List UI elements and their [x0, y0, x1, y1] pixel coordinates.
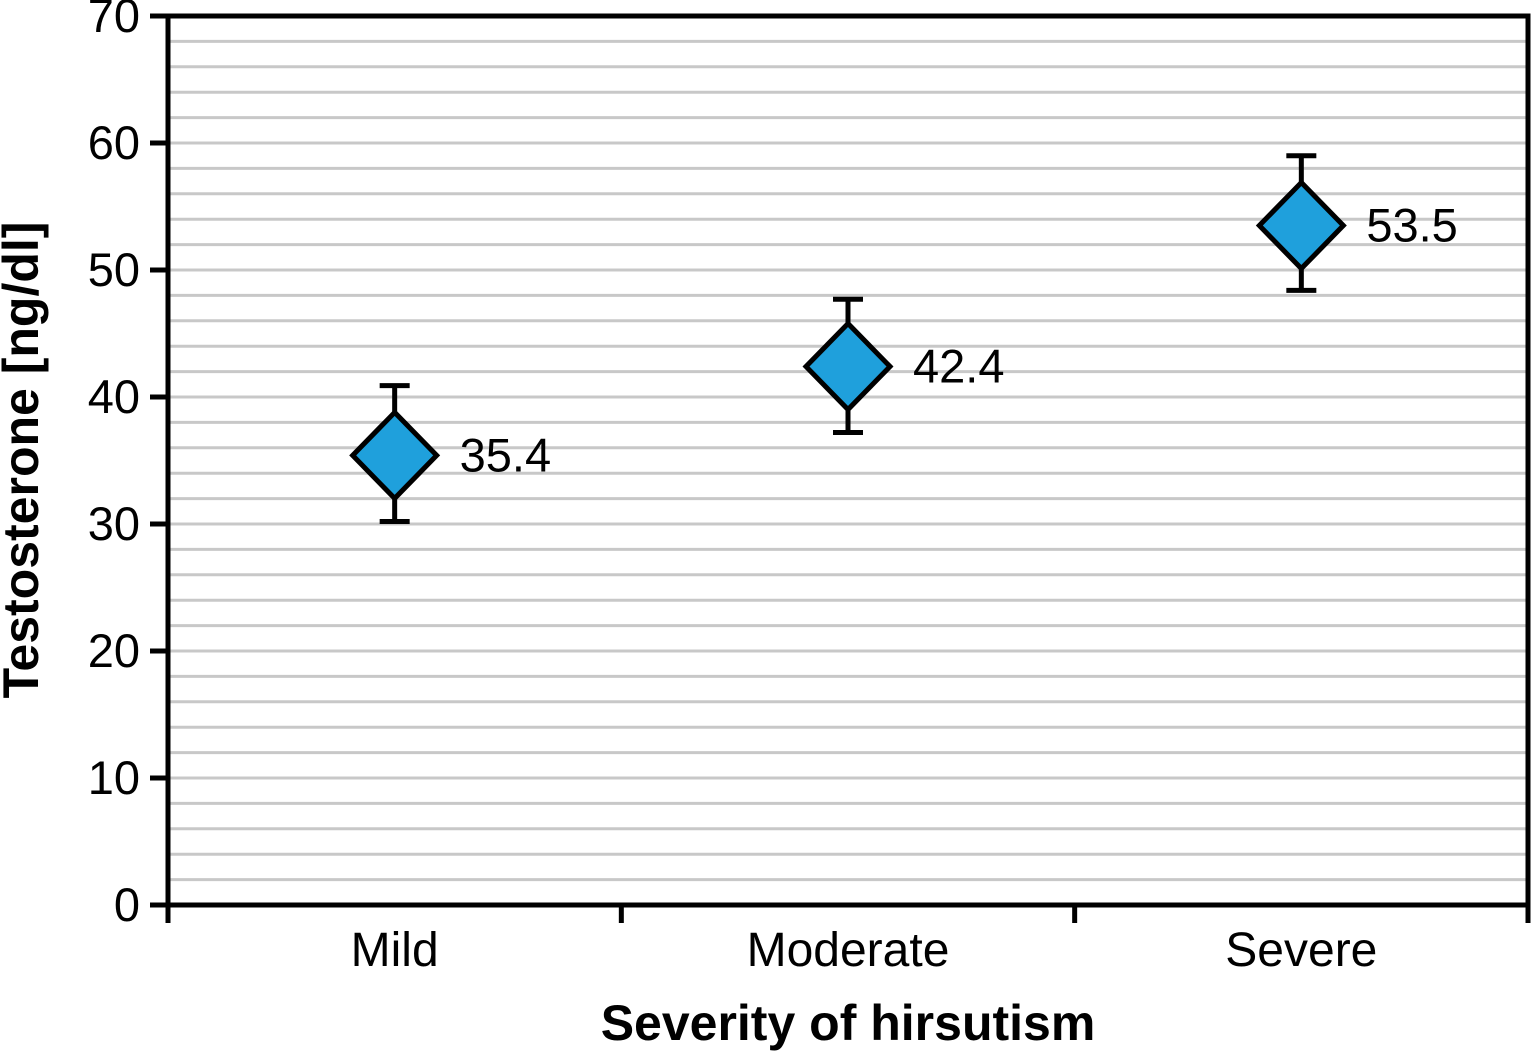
- data-point-marker: [349, 408, 441, 502]
- y-tick-label: 70: [88, 0, 140, 42]
- data-point-label: 35.4: [460, 428, 551, 481]
- plot-border: [165, 13, 1531, 908]
- y-tick-label: 40: [88, 370, 140, 423]
- y-tick-label: 20: [88, 624, 140, 677]
- y-tick-label: 10: [88, 751, 140, 804]
- y-tick-label: 50: [88, 243, 140, 296]
- x-axis-title: Severity of hirsutism: [601, 995, 1096, 1051]
- y-tick-label: 30: [88, 497, 140, 550]
- y-tick-label: 60: [88, 116, 140, 169]
- category-label: Mild: [351, 924, 439, 977]
- y-axis-title: Testosterone [ng/dl]: [0, 222, 49, 699]
- data-point-marker: [1255, 178, 1347, 273]
- data-point-label: 53.5: [1366, 199, 1457, 252]
- axis-layer: 0 10 20 30 40 50 60 70 Mild Moderate Severe: [88, 0, 1531, 977]
- category-label: Severe: [1225, 924, 1377, 977]
- data-point-label: 42.4: [913, 340, 1004, 393]
- category-label: Moderate: [747, 924, 950, 977]
- data-layer: 35.4 42.4 53.5: [349, 153, 1458, 524]
- data-point-marker: [802, 319, 894, 414]
- y-tick-label: 0: [114, 878, 140, 931]
